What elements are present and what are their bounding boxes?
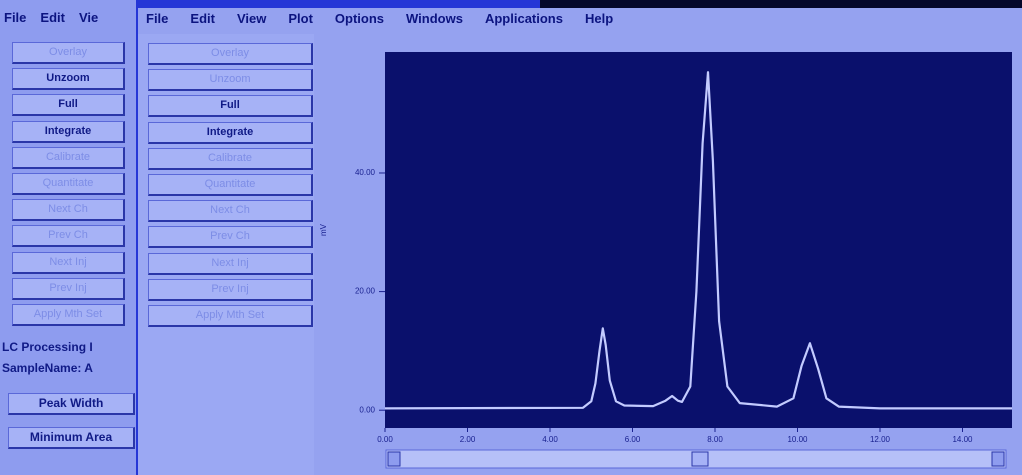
x-tick-label: 8.00 bbox=[707, 435, 723, 444]
button[interactable]: Apply Mth Set bbox=[148, 305, 313, 327]
menu-item[interactable]: Options bbox=[335, 11, 384, 26]
button[interactable]: Calibrate bbox=[12, 147, 125, 169]
menu-item[interactable]: File bbox=[4, 10, 26, 25]
menu-item[interactable]: View bbox=[237, 11, 266, 26]
y-tick-label: 40.00 bbox=[355, 168, 376, 177]
button[interactable]: Unzoom bbox=[12, 68, 125, 90]
x-tick-label: 4.00 bbox=[542, 435, 558, 444]
y-axis-label: mV bbox=[319, 223, 328, 236]
button[interactable]: Next Ch bbox=[12, 199, 125, 221]
menu-item[interactable]: Windows bbox=[406, 11, 463, 26]
x-tick-label: 14.00 bbox=[952, 435, 973, 444]
button[interactable]: Peak Width bbox=[8, 393, 135, 415]
button[interactable]: Calibrate bbox=[148, 148, 313, 170]
menu-item[interactable]: Applications bbox=[485, 11, 563, 26]
front-menu: File Edit View Plot Options Windows Applicatio… bbox=[146, 11, 635, 26]
x-tick-label: 10.00 bbox=[787, 435, 808, 444]
top-bar bbox=[540, 0, 1022, 8]
menu-item[interactable]: File bbox=[146, 11, 168, 26]
button[interactable]: Prev Inj bbox=[12, 278, 125, 300]
button[interactable]: Overlay bbox=[12, 42, 125, 64]
x-tick-label: 12.00 bbox=[870, 435, 891, 444]
button[interactable]: Full bbox=[12, 94, 125, 116]
scroll-right[interactable] bbox=[992, 452, 1004, 466]
button[interactable]: Next Inj bbox=[12, 252, 125, 274]
button[interactable]: Full bbox=[148, 95, 313, 117]
page: File Edit Vie Overlay Unzoom Full Integrate Ca… bbox=[0, 0, 1022, 475]
scroll-thumb[interactable] bbox=[692, 452, 708, 466]
button[interactable]: Overlay bbox=[148, 43, 313, 65]
x-tick-label: 2.00 bbox=[460, 435, 476, 444]
button[interactable]: Quantitate bbox=[148, 174, 313, 196]
back-window: File Edit Vie Overlay Unzoom Full Integrate Ca… bbox=[0, 0, 136, 475]
sample-name: SampleName: A bbox=[2, 361, 136, 375]
menu-item[interactable]: Help bbox=[585, 11, 613, 26]
button[interactable]: Quantitate bbox=[12, 173, 125, 195]
button[interactable]: Next Inj bbox=[148, 253, 313, 275]
button[interactable]: Integrate bbox=[12, 121, 125, 143]
menu-item[interactable]: Edit bbox=[190, 11, 215, 26]
button[interactable]: Apply Mth Set bbox=[12, 304, 125, 326]
button[interactable]: Unzoom bbox=[148, 69, 313, 91]
button[interactable]: Integrate bbox=[148, 122, 313, 144]
menu-item[interactable]: Plot bbox=[288, 11, 313, 26]
button[interactable]: Next Ch bbox=[148, 200, 313, 222]
menu-item[interactable]: Edit bbox=[40, 10, 65, 25]
button[interactable]: Prev Ch bbox=[148, 226, 313, 248]
button[interactable]: Prev Ch bbox=[12, 225, 125, 247]
panel-title: LC Processing I bbox=[2, 340, 136, 354]
back-menu: File Edit Vie bbox=[4, 10, 112, 25]
y-tick-label: 0.00 bbox=[359, 405, 375, 414]
y-tick-label: 20.00 bbox=[355, 287, 376, 296]
x-tick-label: 6.00 bbox=[625, 435, 641, 444]
x-tick-label: 0.00 bbox=[377, 435, 393, 444]
scroll-left[interactable] bbox=[388, 452, 400, 466]
button[interactable]: Minimum Area bbox=[8, 427, 135, 449]
menu-item[interactable]: Vie bbox=[79, 10, 98, 25]
button[interactable]: Prev Inj bbox=[148, 279, 313, 301]
chart: mV 0.00 20.00 40.00 0.00 2.00 4.00 6.00 8.00 10.… bbox=[316, 40, 1022, 475]
